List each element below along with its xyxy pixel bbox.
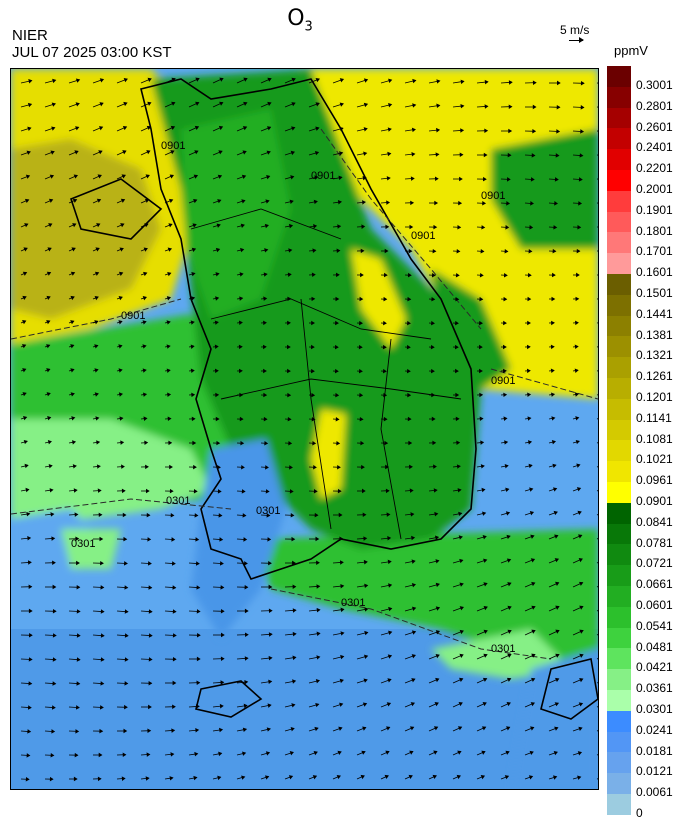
colorbar-swatch xyxy=(607,128,631,149)
colorbar-swatch xyxy=(607,316,631,337)
colorbar-label: 0 xyxy=(636,806,643,820)
colorbar-swatch xyxy=(607,586,631,607)
colorbar-swatch xyxy=(607,440,631,461)
colorbar xyxy=(607,66,631,815)
colorbar-label: 0.0481 xyxy=(636,640,673,654)
colorbar-label: 0.1701 xyxy=(636,244,673,258)
colorbar-label: 0.0781 xyxy=(636,536,673,550)
colorbar-swatch xyxy=(607,544,631,565)
colorbar-label: 0.0901 xyxy=(636,494,673,508)
colorbar-swatch xyxy=(607,212,631,233)
ozone-map: 0901 0901 0901 0901 0901 0901 0301 0301 … xyxy=(10,68,599,790)
contour-label: 0901 xyxy=(161,140,185,152)
colorbar-swatch xyxy=(607,648,631,669)
colorbar-label: 0.0361 xyxy=(636,681,673,695)
colorbar-label: 0.0841 xyxy=(636,515,673,529)
wind-scale-label: 5 m/s xyxy=(560,23,589,37)
colorbar-swatch xyxy=(607,482,631,503)
colorbar-swatch xyxy=(607,711,631,732)
colorbar-swatch xyxy=(607,66,631,87)
contour-label: 0301 xyxy=(491,643,515,655)
colorbar-label: 0.0421 xyxy=(636,660,673,674)
colorbar-label: 0.1501 xyxy=(636,286,673,300)
colorbar-swatch xyxy=(607,87,631,108)
colorbar-swatch xyxy=(607,773,631,794)
colorbar-label: 0.1441 xyxy=(636,307,673,321)
colorbar-swatch xyxy=(607,170,631,191)
contour-label: 0301 xyxy=(341,597,365,609)
colorbar-swatch xyxy=(607,232,631,253)
colorbar-label: 0.1201 xyxy=(636,390,673,404)
colorbar-label: 0.0061 xyxy=(636,785,673,799)
colorbar-swatch xyxy=(607,399,631,420)
colorbar-label: 0.2001 xyxy=(636,182,673,196)
colorbar-label: 0.2801 xyxy=(636,99,673,113)
colorbar-label: 0.0541 xyxy=(636,619,673,633)
colorbar-swatch xyxy=(607,295,631,316)
colorbar-swatch xyxy=(607,357,631,378)
colorbar-swatch xyxy=(607,690,631,711)
colorbar-swatch xyxy=(607,669,631,690)
contour-label: 0301 xyxy=(166,495,190,507)
colorbar-swatch xyxy=(607,461,631,482)
colorbar-swatch xyxy=(607,628,631,649)
colorbar-swatch xyxy=(607,503,631,524)
colorbar-label: 0.2601 xyxy=(636,120,673,134)
colorbar-label: 0.1901 xyxy=(636,203,673,217)
colorbar-swatch xyxy=(607,253,631,274)
colorbar-label: 0.0961 xyxy=(636,473,673,487)
colorbar-swatch xyxy=(607,108,631,129)
colorbar-label: 0.1141 xyxy=(636,411,672,425)
colorbar-swatch xyxy=(607,732,631,753)
pollutant-symbol: O xyxy=(287,6,304,31)
legend-unit: ppmV xyxy=(614,43,648,58)
colorbar-label: 0.0241 xyxy=(636,723,673,737)
colorbar-swatch xyxy=(607,565,631,586)
colorbar-swatch xyxy=(607,149,631,170)
colorbar-swatch xyxy=(607,607,631,628)
colorbar-swatch xyxy=(607,752,631,773)
colorbar-label: 0.0181 xyxy=(636,744,673,758)
contour-label: 0901 xyxy=(491,375,515,387)
colorbar-label: 0.0121 xyxy=(636,764,673,778)
colorbar-label: 0.2401 xyxy=(636,140,673,154)
contour-label: 0901 xyxy=(121,310,145,322)
colorbar-label: 0.0721 xyxy=(636,556,673,570)
contour-label: 0301 xyxy=(71,538,95,550)
colorbar-label: 0.1321 xyxy=(636,348,673,362)
contour-label: 0901 xyxy=(481,190,505,202)
datetime-label: JUL 07 2025 03:00 KST xyxy=(12,45,172,61)
agency-label: NIER xyxy=(12,28,48,44)
contour-label: 0901 xyxy=(411,230,435,242)
colorbar-label: 0.0301 xyxy=(636,702,673,716)
colorbar-label: 0.1261 xyxy=(636,369,673,383)
wind-scale-arrow-icon xyxy=(569,40,583,41)
colorbar-label: 0.1381 xyxy=(636,328,673,342)
colorbar-label: 0.1021 xyxy=(636,452,673,466)
colorbar-label: 0.2201 xyxy=(636,161,673,175)
map-title: O3 xyxy=(0,6,600,34)
colorbar-swatch xyxy=(607,378,631,399)
colorbar-label: 0.0661 xyxy=(636,577,673,591)
map-canvas: 0901 0901 0901 0901 0901 0901 0301 0301 … xyxy=(11,69,598,789)
colorbar-label: 0.1801 xyxy=(636,224,673,238)
colorbar-label: 0.0601 xyxy=(636,598,673,612)
colorbar-swatch xyxy=(607,191,631,212)
pollutant-subscript: 3 xyxy=(305,19,313,34)
colorbar-label: 0.3001 xyxy=(636,78,673,92)
colorbar-swatch xyxy=(607,420,631,441)
colorbar-swatch xyxy=(607,794,631,815)
colorbar-swatch xyxy=(607,524,631,545)
colorbar-swatch xyxy=(607,274,631,295)
colorbar-label: 0.1601 xyxy=(636,265,673,279)
colorbar-label: 0.1081 xyxy=(636,432,673,446)
colorbar-swatch xyxy=(607,336,631,357)
